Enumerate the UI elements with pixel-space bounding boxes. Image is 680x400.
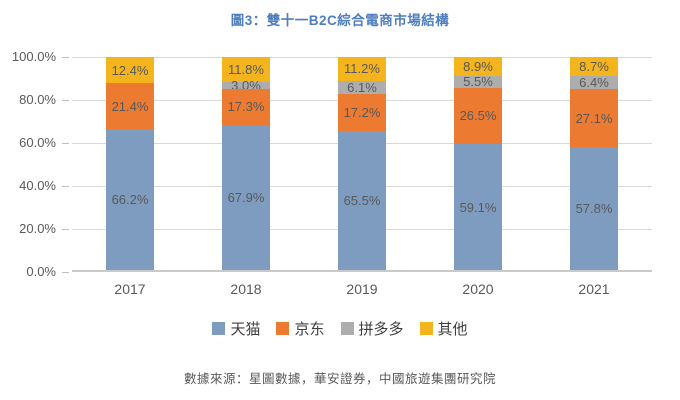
legend-label: 天猫 (230, 321, 261, 338)
bar-segment-拼多多: 6.1% (338, 79, 386, 95)
data-label: 66.2% (111, 192, 149, 207)
bar-segment-天猫: 57.8% (570, 146, 618, 270)
data-label: 12.4% (111, 62, 149, 78)
y-tick-label: 0.0% (26, 264, 56, 279)
bar-segment-天猫: 65.5% (338, 130, 386, 270)
data-label: 17.2% (343, 104, 381, 120)
chart-title: 圖3：雙十一B2C綜合電商市場結構 (230, 13, 450, 28)
data-label: 6.1% (347, 79, 377, 95)
bar-column-2020: 59.1% 26.5% 5.5% 8.9% (420, 57, 536, 270)
legend-swatch (340, 322, 354, 335)
legend-label: 其他 (437, 321, 468, 338)
y-tick-label: 40.0% (19, 178, 56, 193)
y-tick-mark (62, 272, 69, 273)
legend-label: 京东 (294, 321, 325, 338)
data-label: 57.8% (575, 200, 613, 216)
legend-item-拼多多: 拼多多 (340, 318, 404, 339)
y-tick-mark (62, 100, 69, 101)
data-label: 65.5% (343, 192, 381, 208)
data-label: 17.3% (227, 99, 265, 115)
stacked-bar-2020: 59.1% 26.5% 5.5% 8.9% (454, 57, 502, 270)
data-label: 11.8% (228, 62, 264, 78)
bar-segment-拼多多: 6.4% (570, 74, 618, 90)
x-tick-label: 2018 (230, 281, 262, 297)
bar-segment-京东: 27.1% (570, 89, 618, 147)
bar-segment-其他: 8.9% (454, 57, 502, 76)
stacked-bar-2017: 66.2% 21.4% 12.4% (106, 57, 154, 270)
data-label: 59.1% (459, 199, 497, 215)
bar-segment-其他: 11.2% (338, 57, 386, 81)
bar-segment-其他: 11.8% (222, 57, 270, 83)
y-tick-label: 100.0% (11, 49, 56, 64)
bar-segment-天猫: 59.1% (454, 144, 502, 270)
legend-label: 拼多多 (358, 321, 404, 338)
bar-columns: 66.2% 21.4% 12.4% 67.9% 17.3% 3.0% 11.8% 65.5% 1… (72, 57, 652, 270)
y-tick-label: 20.0% (19, 221, 56, 236)
legend-swatch (419, 322, 433, 335)
legend-item-其他: 其他 (419, 318, 468, 339)
bar-column-2019: 65.5% 17.2% 6.1% 11.2% (304, 57, 420, 270)
data-label: 11.2% (344, 61, 380, 77)
legend-swatch (212, 322, 226, 335)
data-label: 21.4% (111, 98, 149, 114)
x-tick-label: 2021 (578, 281, 610, 297)
x-tick-label: 2019 (346, 281, 378, 297)
y-tick-mark (62, 143, 69, 144)
bar-segment-京东: 26.5% (454, 87, 502, 145)
data-label: 5.5% (463, 74, 493, 90)
bar-segment-其他: 8.7% (570, 57, 618, 76)
legend-item-京东: 京东 (276, 318, 325, 339)
bar-segment-其他: 12.4% (106, 57, 154, 84)
bar-segment-京东: 17.3% (222, 88, 270, 126)
bar-segment-京东: 21.4% (106, 83, 154, 129)
y-tick-mark (62, 229, 69, 230)
x-tick-label: 2017 (114, 281, 146, 297)
data-label: 26.5% (459, 108, 497, 124)
data-label: 27.1% (575, 110, 613, 126)
legend-item-天猫: 天猫 (212, 318, 260, 339)
legend: 天猫 京东 拼多多 其他 (0, 318, 680, 339)
y-tick-mark (62, 186, 69, 187)
legend-swatch (276, 322, 290, 335)
bar-column-2018: 67.9% 17.3% 3.0% 11.8% (188, 57, 304, 270)
y-tick-label: 60.0% (19, 135, 56, 150)
stacked-bar-2019: 65.5% 17.2% 6.1% 11.2% (338, 57, 386, 270)
stacked-bar-2018: 67.9% 17.3% 3.0% 11.8% (222, 57, 270, 270)
x-tick-label: 2020 (462, 281, 494, 297)
data-label: 8.7% (579, 58, 609, 74)
bar-segment-拼多多: 5.5% (454, 74, 502, 90)
bar-column-2017: 66.2% 21.4% 12.4% (72, 57, 188, 270)
y-tick-label: 80.0% (19, 92, 56, 107)
bar-segment-京东: 17.2% (338, 93, 386, 131)
stacked-bar-2021: 57.8% 27.1% 6.4% 8.7% (570, 57, 618, 270)
bar-segment-天猫: 66.2% (106, 129, 154, 270)
data-label: 6.4% (579, 74, 609, 90)
bar-segment-天猫: 67.9% (222, 125, 270, 270)
plot-area: 66.2% 21.4% 12.4% 67.9% 17.3% 3.0% 11.8% 65.5% 1… (72, 57, 652, 272)
data-label: 8.9% (463, 59, 493, 74)
source-note: 數據來源：星圖數據，華安證券，中國旅遊集團研究院 (183, 372, 496, 386)
x-axis: 2017 2018 2019 2020 2021 (72, 281, 652, 297)
y-tick-mark (62, 57, 69, 58)
data-label: 67.9% (227, 190, 265, 206)
bar-column-2021: 57.8% 27.1% 6.4% 8.7% (536, 57, 652, 270)
